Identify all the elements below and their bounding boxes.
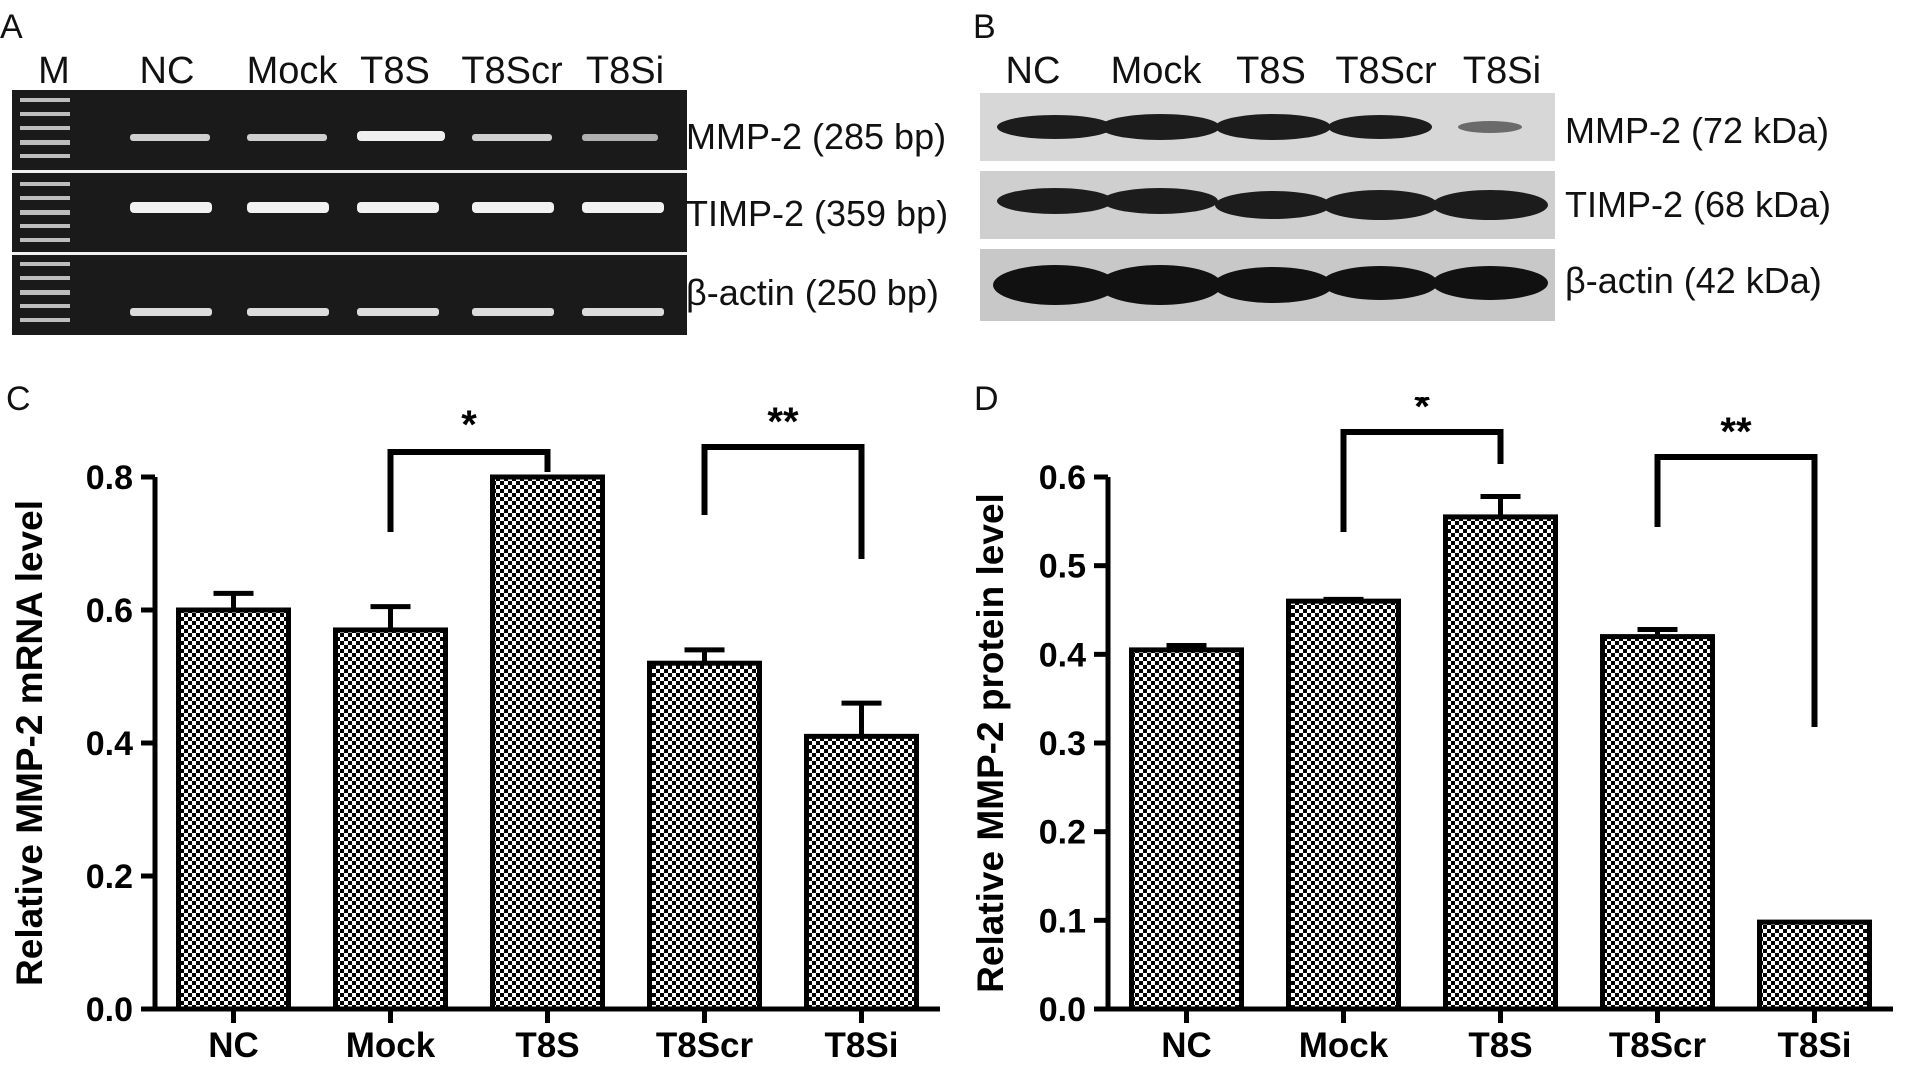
chart-c-bar-nc [176, 607, 291, 1012]
gel-timp2-bands [130, 202, 664, 213]
gel-lane-label-t8s: T8S [360, 50, 430, 92]
chart-c-y-tick-label: 0.0 [86, 991, 133, 1029]
chart-d-y-tick-label: 0.6 [1039, 459, 1086, 497]
chart-c-bar-t8si [804, 733, 919, 1012]
chart-d-bar-mock [1286, 598, 1401, 1012]
chart-d-x-tick-label-nc: NC [1161, 1026, 1212, 1065]
chart-c-y-tick-label: 0.6 [86, 592, 133, 630]
gel-lane-label-t8si: T8Si [585, 50, 665, 92]
chart-c-y-tick-label: 0.2 [86, 858, 133, 896]
gel-band-label-actin: β-actin (250 bp) [686, 272, 939, 313]
chart-d-significance-label: * [1414, 397, 1430, 429]
chart-c-significance-bracket [387, 449, 551, 532]
chart-d-y-tick-label: 0.3 [1039, 725, 1086, 763]
chart-d-bar-nc [1129, 647, 1244, 1012]
chart-c-bar-mock [333, 627, 448, 1012]
chart-d-significance-bracket [1340, 429, 1504, 532]
chart-mmp2-mrna: 0.0 0.2 0.4 0.6 0.8 Relative MMP-2 mRNA level… [9, 400, 940, 1065]
panel-c-letter: C [6, 380, 31, 418]
blot-band-label-actin: β-actin (42 kDa) [1565, 260, 1822, 301]
chart-c-x-tick-label-t8scr: T8Scr [656, 1026, 754, 1065]
gel-actin-bands [130, 308, 664, 316]
gel-marker-ladder [20, 98, 70, 322]
gel-lane-label-nc: NC [139, 50, 195, 92]
blot-actin-bands [993, 265, 1548, 305]
panel-d-letter: D [974, 380, 999, 418]
chart-d-y-tick-label: 0.4 [1039, 636, 1086, 674]
chart-d-significance-bracket [1654, 454, 1818, 727]
chart-c-y-tick-label: 0.8 [86, 459, 133, 497]
chart-c-x-tick-label-t8si: T8Si [825, 1026, 899, 1065]
blot-image [980, 93, 1555, 321]
chart-d-x-tick-label-mock: Mock [1299, 1026, 1389, 1065]
blot-lane-label-t8s: T8S [1236, 50, 1306, 92]
blot-lane-label-t8scr: T8Scr [1335, 50, 1437, 92]
chart-c-bar-t8scr [647, 660, 762, 1012]
chart-mmp2-protein: 0.0 0.1 0.2 0.3 0.4 0.5 0.6 Relative MMP-2 prot… [970, 397, 1893, 1065]
panel-b-letter: B [973, 8, 996, 46]
gel-marker-label: M [38, 50, 70, 92]
chart-d-y-tick-label: 0.0 [1039, 991, 1086, 1029]
blot-band-label-timp2: TIMP-2 (68 kDa) [1565, 184, 1832, 225]
chart-d-y-tick-label: 0.1 [1039, 902, 1086, 940]
gel-mmp2-bands [130, 131, 658, 141]
chart-c-x-tick-label-t8s: T8S [515, 1026, 579, 1065]
chart-d-bar-t8s [1443, 514, 1558, 1012]
blot-mmp2-bands [997, 114, 1522, 140]
blot-lane-label-mock: Mock [1110, 50, 1202, 92]
chart-c-significance-label: ** [767, 400, 799, 444]
chart-d-y-tick-label: 0.5 [1039, 548, 1086, 586]
chart-c-y-axis-label: Relative MMP-2 mRNA level [9, 500, 50, 986]
chart-d-significance-label: ** [1720, 410, 1752, 454]
gel-band-label-timp2: TIMP-2 (359 bp) [686, 193, 949, 234]
panel-a-letter: A [0, 8, 23, 46]
gel-image [12, 90, 687, 335]
chart-d-y-tick-label: 0.2 [1039, 814, 1086, 852]
chart-c-x-tick-label-mock: Mock [346, 1026, 436, 1065]
chart-c-x-tick-label-nc: NC [208, 1026, 259, 1065]
blot-timp2-bands [997, 188, 1548, 220]
chart-d-x-tick-label-t8s: T8S [1468, 1026, 1532, 1065]
chart-d-bar-t8si [1757, 919, 1872, 1012]
gel-band-label-mmp2: MMP-2 (285 bp) [686, 116, 947, 157]
blot-lane-label-nc: NC [1005, 50, 1061, 92]
chart-d-y-axis-label: Relative MMP-2 protein level [970, 493, 1011, 993]
blot-band-label-mmp2: MMP-2 (72 kDa) [1565, 110, 1830, 151]
blot-lane-label-t8si: T8Si [1462, 50, 1542, 92]
chart-c-significance-bracket [701, 444, 865, 559]
gel-lane-label-t8scr: T8Scr [461, 50, 563, 92]
chart-d-bar-t8scr [1600, 634, 1715, 1012]
gel-lane-label-mock: Mock [246, 50, 338, 92]
chart-c-bar-t8s [490, 474, 605, 1012]
chart-c-significance-label: * [461, 403, 477, 447]
chart-d-x-tick-label-t8scr: T8Scr [1609, 1026, 1707, 1065]
chart-c-y-tick-label: 0.4 [86, 725, 133, 763]
chart-d-x-tick-label-t8si: T8Si [1778, 1026, 1852, 1065]
gel-background [12, 90, 687, 335]
